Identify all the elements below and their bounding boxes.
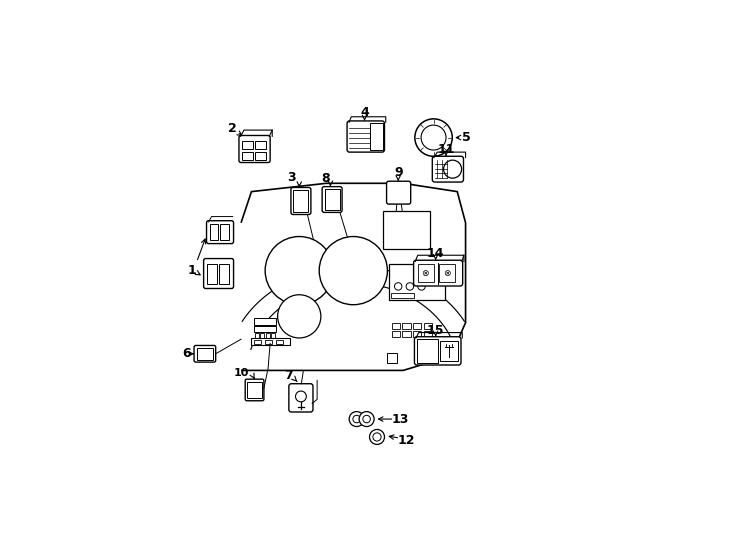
FancyBboxPatch shape	[387, 181, 411, 204]
Text: 9: 9	[394, 166, 402, 179]
FancyBboxPatch shape	[194, 346, 216, 362]
Text: $\otimes$: $\otimes$	[421, 268, 430, 278]
Bar	[255, 152, 266, 160]
Bar	[413, 323, 421, 329]
Bar	[219, 264, 229, 285]
Text: 15: 15	[427, 325, 444, 338]
Bar	[207, 264, 217, 285]
Text: 12: 12	[397, 434, 415, 447]
Bar	[271, 333, 275, 338]
Circle shape	[369, 429, 385, 444]
FancyBboxPatch shape	[322, 187, 342, 212]
Circle shape	[406, 282, 413, 290]
Circle shape	[373, 433, 381, 441]
FancyBboxPatch shape	[245, 379, 264, 401]
Circle shape	[319, 237, 388, 305]
Circle shape	[421, 125, 446, 150]
Text: 3: 3	[287, 171, 296, 184]
Bar	[197, 348, 213, 360]
FancyBboxPatch shape	[239, 136, 270, 163]
FancyBboxPatch shape	[289, 384, 313, 412]
Text: 14: 14	[427, 247, 444, 260]
Bar	[440, 341, 458, 361]
Bar	[439, 265, 455, 282]
Bar	[370, 124, 382, 150]
FancyBboxPatch shape	[291, 187, 311, 214]
Text: 6: 6	[182, 347, 191, 360]
Bar	[242, 141, 252, 149]
Bar	[253, 319, 277, 325]
Bar	[266, 333, 269, 338]
Bar	[220, 225, 228, 240]
Bar	[402, 332, 411, 337]
Bar	[210, 225, 218, 240]
Bar	[424, 323, 432, 329]
Circle shape	[353, 415, 360, 423]
FancyBboxPatch shape	[432, 156, 463, 182]
FancyBboxPatch shape	[413, 260, 462, 286]
Bar	[383, 211, 430, 248]
Text: 1: 1	[188, 264, 197, 277]
Bar	[390, 294, 413, 298]
Bar	[247, 382, 262, 398]
Bar	[391, 332, 400, 337]
Bar	[254, 340, 261, 344]
Text: 10: 10	[233, 368, 249, 379]
Text: $\otimes$: $\otimes$	[443, 268, 451, 278]
Circle shape	[265, 237, 333, 305]
Text: 4: 4	[360, 106, 369, 119]
Bar	[265, 340, 272, 344]
Bar	[424, 332, 432, 337]
Bar	[250, 338, 290, 346]
Bar	[255, 141, 266, 149]
Circle shape	[418, 282, 425, 290]
Bar	[260, 333, 264, 338]
Bar	[324, 189, 340, 210]
Circle shape	[277, 295, 321, 338]
Text: 11: 11	[437, 143, 455, 156]
Circle shape	[415, 119, 452, 156]
Circle shape	[394, 282, 402, 290]
Circle shape	[443, 160, 462, 178]
Bar	[418, 265, 434, 282]
Text: 2: 2	[228, 122, 237, 134]
Circle shape	[296, 391, 306, 402]
Text: 7: 7	[285, 369, 293, 382]
Circle shape	[363, 415, 371, 423]
Circle shape	[349, 411, 364, 427]
Bar	[402, 323, 411, 329]
Bar	[255, 333, 259, 338]
Circle shape	[359, 411, 374, 427]
FancyBboxPatch shape	[415, 337, 461, 365]
Text: 5: 5	[462, 131, 471, 144]
Bar	[294, 190, 308, 212]
Bar	[413, 332, 421, 337]
Bar	[242, 152, 252, 160]
Bar	[253, 326, 277, 332]
Bar	[387, 353, 397, 363]
FancyBboxPatch shape	[347, 121, 385, 152]
Bar	[391, 323, 400, 329]
Bar	[388, 265, 445, 300]
Text: 13: 13	[392, 413, 409, 426]
FancyBboxPatch shape	[206, 221, 233, 244]
FancyBboxPatch shape	[203, 259, 233, 288]
Bar	[275, 340, 283, 344]
Text: 8: 8	[321, 172, 330, 185]
Bar	[417, 339, 438, 362]
